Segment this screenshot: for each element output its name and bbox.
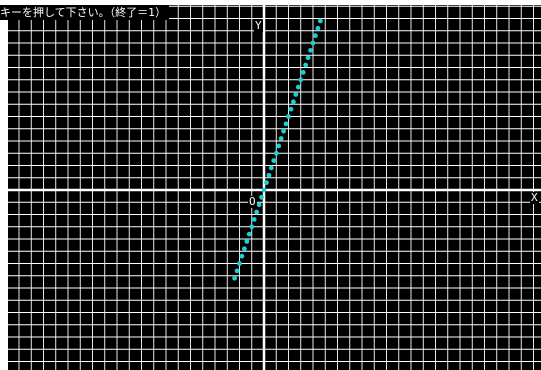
data-point [303,62,309,68]
data-point [264,180,269,186]
data-point [237,261,242,266]
data-point [271,158,277,164]
data-point [249,224,255,230]
data-point [239,253,245,259]
data-point [242,246,247,252]
data-point [288,106,294,112]
data-point [266,172,272,178]
data-point [315,25,321,31]
data-point [244,239,250,244]
data-point [261,187,267,193]
data-point [300,70,306,75]
data-point [310,40,316,46]
data-point [317,18,323,24]
data-point [293,92,299,97]
data-point [246,231,252,237]
x-axis-label: X [530,191,539,204]
prompt-message: キーを押して下さい。（終了＝1） [0,5,170,20]
data-point [313,33,318,39]
data-point [256,202,262,208]
origin-label: O [248,195,257,208]
data-point [276,143,282,149]
data-point [298,77,304,83]
data-point [283,121,289,127]
data-point [268,165,274,171]
data-point [281,128,286,134]
y-axis-label: Y [254,19,263,32]
data-point [273,150,279,156]
data-point [278,136,284,141]
data-point [291,99,296,105]
data-point [234,268,240,274]
data-point [286,114,291,119]
data-point [232,275,238,281]
plot-background [8,5,541,370]
data-point [308,47,313,53]
data-point [305,55,311,61]
data-point [251,217,257,222]
data-point [259,194,264,200]
data-point [295,84,301,90]
data-point [254,209,260,215]
